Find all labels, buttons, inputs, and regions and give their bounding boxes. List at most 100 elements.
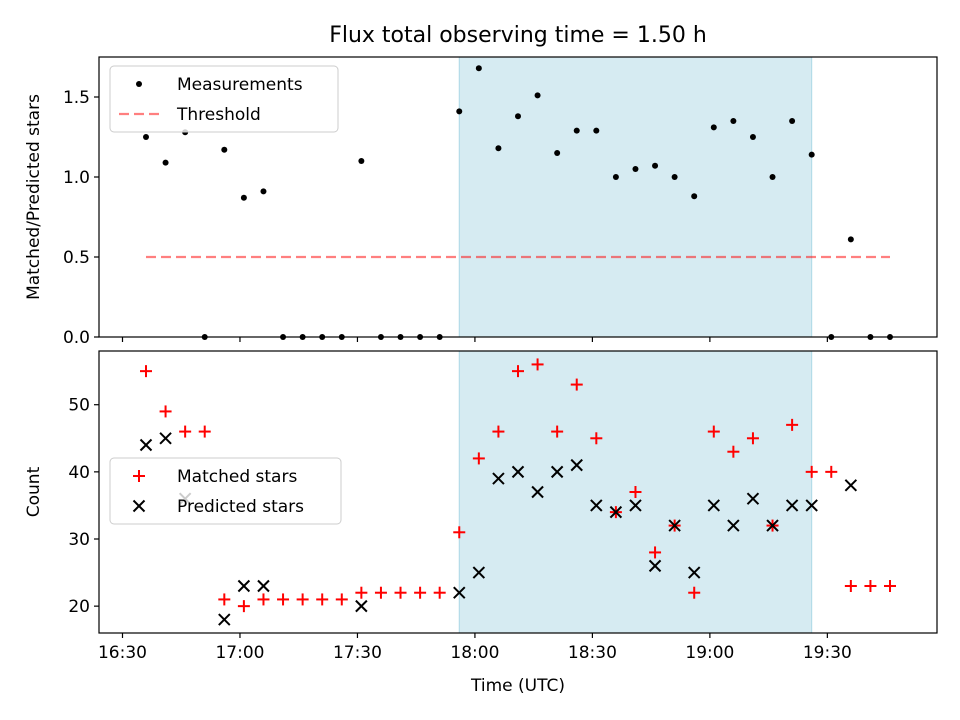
matched-star-point bbox=[707, 425, 720, 438]
measurement-point bbox=[789, 118, 796, 124]
predicted-star-point bbox=[766, 519, 779, 532]
matched-star-point bbox=[472, 452, 485, 465]
legend-predicted-marker-b bbox=[132, 499, 146, 513]
predicted-star-point-b bbox=[688, 566, 701, 579]
predicted-star-point bbox=[844, 479, 858, 492]
predicted-star-point-b bbox=[355, 599, 368, 613]
bottom-y-tick-label: 30 bbox=[68, 530, 90, 550]
matched-star-point bbox=[237, 600, 250, 613]
predicted-star-point bbox=[688, 566, 701, 579]
matched-star-point bbox=[335, 593, 348, 606]
bottom-axes-frame bbox=[98, 350, 938, 634]
predicted-star-point-b bbox=[257, 579, 270, 593]
legend-matched-label: Matched stars bbox=[177, 467, 297, 487]
predicted-star-point-b bbox=[668, 519, 681, 532]
predicted-star-point-b bbox=[590, 499, 603, 512]
predicted-star-point bbox=[453, 586, 466, 599]
predicted-star-point bbox=[590, 499, 603, 512]
chart-title: Flux total observing time = 1.50 h bbox=[329, 23, 707, 48]
measurement-point bbox=[456, 108, 463, 115]
x-tick-label: 17:30 bbox=[333, 643, 382, 663]
measurement-point bbox=[652, 162, 659, 169]
measurement-point bbox=[593, 127, 600, 134]
predicted-star-point-b bbox=[453, 586, 466, 599]
matched-star-point bbox=[590, 432, 603, 445]
predicted-star-point bbox=[550, 465, 564, 479]
measurement-point bbox=[495, 145, 502, 152]
predicted-star-point bbox=[218, 613, 231, 626]
predicted-star-point bbox=[159, 432, 172, 445]
predicted-star-point-b bbox=[785, 499, 799, 512]
matched-star-point bbox=[531, 358, 544, 371]
measurement-point bbox=[612, 174, 619, 180]
predicted-star-point-b bbox=[218, 613, 231, 626]
predicted-star-point-b bbox=[472, 566, 486, 579]
bottom-y-tick-label: 40 bbox=[68, 463, 90, 483]
predicted-star-point-b bbox=[550, 465, 564, 479]
measurement-point bbox=[534, 92, 541, 99]
measurement-point bbox=[260, 188, 267, 195]
predicted-star-point bbox=[727, 519, 740, 532]
predicted-star-point bbox=[492, 472, 505, 485]
top-axes-frame bbox=[98, 56, 938, 338]
top-y-tick-label: 1.5 bbox=[63, 88, 90, 108]
predicted-star-point-b bbox=[766, 519, 779, 532]
predicted-star-point bbox=[805, 499, 818, 512]
matched-star-point bbox=[453, 526, 466, 539]
measurement-point bbox=[221, 146, 228, 153]
matched-star-point bbox=[277, 593, 290, 606]
matched-star-point bbox=[884, 580, 897, 592]
matched-star-point bbox=[198, 425, 211, 438]
predicted-star-point-b bbox=[511, 465, 525, 479]
top-observing-window-shade bbox=[458, 56, 813, 338]
measurement-point bbox=[847, 236, 854, 243]
predicted-star-point bbox=[785, 499, 799, 512]
matched-star-point bbox=[864, 580, 877, 592]
x-tick-label: 19:00 bbox=[685, 643, 734, 663]
predicted-star-point bbox=[707, 499, 721, 512]
top-y-axis-label: Matched/Predicted stars bbox=[24, 94, 44, 300]
top-y-tick-label: 0.5 bbox=[63, 248, 90, 268]
matched-star-point bbox=[844, 580, 857, 592]
predicted-star-point bbox=[570, 458, 583, 472]
predicted-star-point-b bbox=[844, 479, 858, 492]
matched-star-point bbox=[296, 593, 309, 606]
matched-star-point bbox=[414, 586, 427, 599]
matched-star-point bbox=[374, 586, 387, 599]
predicted-star-point bbox=[472, 566, 486, 579]
matched-star-point bbox=[218, 593, 231, 606]
predicted-star-point bbox=[531, 485, 544, 499]
top-panel: 0.0 0.5 1.0 1.5 Matched/Predicted stars Measu… bbox=[24, 56, 938, 348]
matched-star-point bbox=[394, 586, 407, 599]
matched-star-point bbox=[433, 586, 446, 599]
matched-star-point bbox=[492, 425, 505, 438]
predicted-star-point-b bbox=[648, 559, 662, 573]
matched-star-point bbox=[355, 586, 368, 599]
measurement-point bbox=[554, 150, 561, 156]
measurement-point bbox=[769, 174, 776, 180]
measurement-point bbox=[515, 113, 521, 120]
matched-star-point bbox=[649, 546, 662, 559]
bottom-y-tick-label: 50 bbox=[68, 396, 90, 416]
matched-star-point bbox=[629, 486, 642, 498]
predicted-star-point-b bbox=[727, 519, 740, 532]
legend-threshold-label: Threshold bbox=[176, 105, 261, 125]
predicted-star-point-b bbox=[707, 499, 721, 512]
matched-star-point bbox=[688, 586, 701, 599]
predicted-star-point bbox=[668, 519, 681, 532]
predicted-star-point-b bbox=[531, 485, 544, 499]
bottom-legend: Matched stars Predicted stars bbox=[109, 457, 342, 525]
predicted-star-point-b bbox=[746, 492, 760, 505]
predicted-star-point bbox=[139, 438, 153, 452]
predicted-star-point-b bbox=[237, 579, 251, 593]
predicted-star-point bbox=[629, 499, 642, 512]
predicted-star-point-b bbox=[629, 499, 642, 512]
matched-star-point bbox=[570, 378, 583, 391]
legend-predicted-label: Predicted stars bbox=[177, 497, 304, 517]
x-tick-label: 19:30 bbox=[803, 643, 852, 663]
bottom-legend-box bbox=[109, 457, 342, 525]
predicted-star-point bbox=[648, 559, 662, 573]
measurement-point bbox=[162, 159, 169, 166]
predicted-star-point-b bbox=[609, 505, 623, 519]
matched-star-point bbox=[825, 465, 838, 478]
